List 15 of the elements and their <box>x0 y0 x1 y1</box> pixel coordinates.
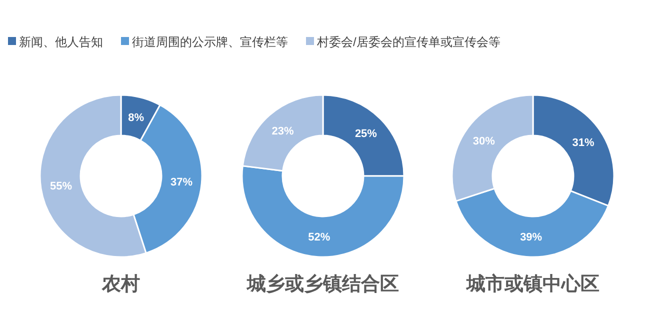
data-label: 25% <box>354 128 378 140</box>
text: 城乡或乡镇结合区 <box>246 273 399 295</box>
legend-label: 新闻、他人告知 <box>19 35 103 49</box>
text: 农村 <box>101 273 140 295</box>
data-label: 52% <box>308 232 330 244</box>
data-label: 37% <box>170 176 193 189</box>
data-label: 23% <box>272 125 294 138</box>
data-label: 55% <box>50 180 72 193</box>
data-label: 39% <box>520 232 542 244</box>
data-label: 8% <box>128 112 144 124</box>
legend-label: 村委会/居委会的宣传单或宣传会等 <box>316 35 500 49</box>
legend-label: 街道周围的公示牌、宣传栏等 <box>132 35 288 49</box>
data-label: 31% <box>572 136 594 149</box>
data-label: 30% <box>472 135 496 148</box>
text: 城市或镇中心区 <box>466 273 600 295</box>
